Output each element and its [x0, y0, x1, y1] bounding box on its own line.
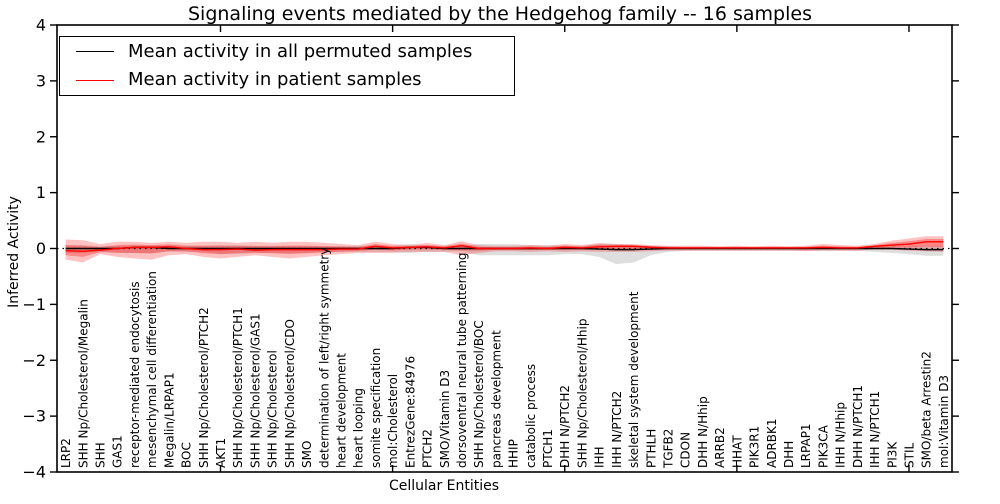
x-tick-label: receptor-mediated endocytosis [128, 281, 142, 468]
legend-label-permuted: Mean activity in all permuted samples [128, 40, 473, 62]
x-tick-label: LRP2 [59, 438, 73, 468]
x-tick-label: PIK3CA [816, 424, 830, 468]
y-tick-label: −1 [22, 295, 46, 314]
x-tick-label: heart development [334, 353, 348, 468]
chart-title: Signaling events mediated by the Hedgeho… [187, 3, 812, 25]
x-axis-label: Cellular Entities [388, 478, 500, 494]
permuted-line-swatch [76, 51, 114, 53]
x-tick-label: PTCH2 [421, 429, 435, 468]
x-tick-label: SHH Np/Cholesterol/Megalin [76, 299, 90, 468]
x-tick-label: HHIP [507, 439, 521, 468]
y-tick-label: −2 [22, 351, 46, 370]
x-tick-label: DHH [782, 441, 796, 468]
x-tick-label: SHH Np/Cholesterol/CDO [283, 319, 297, 468]
x-tick-label: SHH Np/Cholesterol/BOC [472, 320, 486, 468]
x-tick-label: GAS1 [111, 435, 125, 468]
x-tick-label: AKT1 [214, 438, 228, 468]
x-tick-label: heart looping [352, 388, 366, 468]
x-tick-label: mol:Vitamin D3 [937, 375, 951, 468]
patient-sample-range-band [65, 236, 944, 263]
x-tick-label: SHH Np/Cholesterol [266, 350, 280, 468]
x-tick-label: LRPAP1 [799, 423, 813, 468]
legend-label-patient: Mean activity in patient samples [128, 69, 422, 91]
x-tick-label: pancreas development [489, 330, 503, 468]
x-tick-label: IHH N/PTCH1 [868, 391, 882, 468]
x-tick-label: PI3K [885, 441, 899, 468]
x-tick-label: ADRBK1 [765, 418, 779, 468]
x-tick-label: IHH N/Hhip [834, 402, 848, 468]
x-tick-label: HHAT [730, 435, 744, 468]
x-tick-label: STIL [902, 443, 916, 468]
x-tick-label: IHH [593, 446, 607, 468]
legend-item-permuted: Mean activity in all permuted samples [60, 38, 514, 66]
x-tick-label: mesenchymal cell differentiation [145, 271, 159, 468]
y-tick-label: −3 [22, 407, 46, 426]
x-tick-label: DHH N/PTCH2 [558, 385, 572, 468]
x-tick-label: determination of left/right symmetry [317, 248, 331, 468]
y-axis-label: Inferred Activity [6, 196, 22, 308]
x-tick-label: PTHLH [644, 429, 658, 468]
patient-line-swatch [76, 79, 114, 81]
x-tick-label: SHH [94, 442, 108, 468]
y-tick-label: −4 [22, 463, 46, 482]
y-tick-label: 2 [36, 127, 46, 146]
y-tick-label: 1 [36, 183, 46, 202]
x-tick-label: skeletal system development [627, 291, 641, 468]
x-tick-label: SMO/beta Arrestin2 [920, 351, 934, 468]
x-tick-label: SHH Np/Cholesterol/GAS1 [248, 313, 262, 468]
x-tick-label: CDON [679, 432, 693, 468]
legend-item-patient: Mean activity in patient samples [60, 66, 514, 94]
x-tick-label: mol:Cholesterol [386, 374, 400, 468]
y-tick-label: 4 [36, 16, 46, 35]
x-tick-label: DHH N/Hhip [696, 396, 710, 468]
y-tick-label: 0 [36, 239, 46, 258]
x-tick-label: TGFB2 [662, 429, 676, 469]
x-tick-label: ARRB2 [713, 427, 727, 468]
x-tick-label: DHH N/PTCH1 [851, 385, 865, 468]
x-tick-label: dorsoventral neural tube patterning [455, 252, 469, 468]
x-tick-label: SMO [300, 441, 314, 468]
x-tick-label: PIK3R1 [748, 426, 762, 468]
y-tick-label: 3 [36, 71, 46, 90]
x-tick-label: catabolic process [524, 364, 538, 468]
x-tick-label: SHH Np/Cholesterol/Hhip [575, 319, 589, 468]
patient-mean-line [65, 241, 944, 252]
legend: Mean activity in all permuted samples Me… [59, 36, 515, 96]
x-tick-label: SHH Np/Cholesterol/PTCH1 [231, 307, 245, 468]
x-tick-label: EntrezGene:84976 [403, 356, 417, 468]
x-tick-label: SHH Np/Cholesterol/PTCH2 [197, 307, 211, 468]
x-tick-label: PTCH1 [541, 429, 555, 468]
x-tick-label: SMO/Vitamin D3 [438, 370, 452, 468]
x-tick-label: Megalin/LRPAP1 [162, 372, 176, 468]
x-tick-label: BOC [180, 442, 194, 468]
x-tick-label: IHH N/PTCH2 [610, 391, 624, 468]
x-tick-label: somite specification [369, 348, 383, 468]
